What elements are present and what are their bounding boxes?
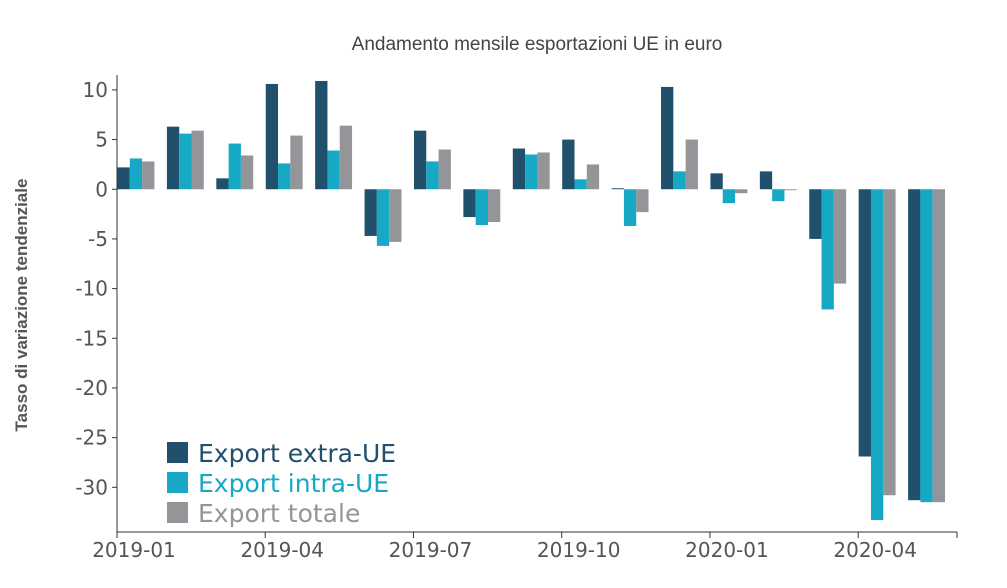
bar-export-totale-2019-02 xyxy=(191,130,204,190)
x-tick-label: 2020-01 xyxy=(685,538,769,562)
legend-label: Export extra-UE xyxy=(198,439,396,468)
bar-export-intra-ue-2020-01 xyxy=(722,189,736,204)
x-tick-label: 2019-04 xyxy=(240,538,324,562)
bar-export-extra-ue-2019-01 xyxy=(117,167,130,190)
bar-export-intra-ue-2019-10 xyxy=(574,179,587,190)
bar-export-extra-ue-2020-02 xyxy=(759,171,773,190)
y-tick-label: -20 xyxy=(75,376,108,400)
bar-export-intra-ue-2019-05 xyxy=(327,150,340,190)
bar-export-totale-2020-02 xyxy=(784,189,797,191)
bar-export-intra-ue-2019-12 xyxy=(673,171,686,190)
bar-export-totale-2019-03 xyxy=(240,155,254,190)
bar-export-totale-2019-01 xyxy=(142,161,155,190)
bar-export-intra-ue-2019-06 xyxy=(376,189,390,246)
y-tick-label: -15 xyxy=(75,326,108,350)
bar-export-totale-2019-05 xyxy=(339,125,353,190)
x-tick-label: 2020-04 xyxy=(833,538,917,562)
y-tick-label: -25 xyxy=(75,426,108,450)
bar-export-intra-ue-2019-04 xyxy=(278,163,291,190)
bar-export-totale-2020-05 xyxy=(932,189,945,503)
bar-export-intra-ue-2019-02 xyxy=(179,133,192,190)
bar-export-extra-ue-2019-04 xyxy=(265,83,279,190)
bar-export-extra-ue-2019-03 xyxy=(216,178,229,190)
x-tick-label: 2019-07 xyxy=(389,538,473,562)
legend-label: Export totale xyxy=(198,499,360,528)
bar-export-totale-2019-08 xyxy=(487,189,501,223)
bar-export-extra-ue-2020-03 xyxy=(809,189,822,239)
bar-export-intra-ue-2020-03 xyxy=(821,189,834,310)
legend-swatch xyxy=(167,472,188,493)
x-axis: 2019-01 2019-04 2019-07 2019-10 2020-01 2020-… xyxy=(92,531,958,562)
y-tick-label: 10 xyxy=(83,78,108,102)
bar-export-totale-2019-10 xyxy=(586,164,600,190)
bar-export-extra-ue-2019-07 xyxy=(413,130,427,190)
bar-export-extra-ue-2020-01 xyxy=(710,173,723,190)
bar-export-extra-ue-2019-06 xyxy=(364,189,377,236)
bar-export-extra-ue-2019-05 xyxy=(315,80,328,190)
y-tick-label: 5 xyxy=(95,128,108,152)
bar-export-intra-ue-2020-02 xyxy=(772,189,785,202)
bar-export-intra-ue-2019-01 xyxy=(129,158,143,190)
bar-export-extra-ue-2020-04 xyxy=(858,189,871,457)
chart-title: Andamento mensile esportazioni UE in eur… xyxy=(352,34,723,55)
y-tick-label: -5 xyxy=(88,227,108,251)
legend-swatch xyxy=(167,502,188,523)
bar-export-totale-2020-03 xyxy=(833,189,847,284)
bar-export-extra-ue-2020-05 xyxy=(908,189,921,501)
bar-export-totale-2019-12 xyxy=(685,139,698,190)
y-tick-label: -30 xyxy=(75,475,108,499)
bar-export-extra-ue-2019-02 xyxy=(166,126,180,190)
bar-export-extra-ue-2019-09 xyxy=(512,148,526,190)
bar-export-extra-ue-2019-08 xyxy=(463,189,476,218)
bar-export-intra-ue-2019-07 xyxy=(426,161,439,190)
bar-export-totale-2019-07 xyxy=(438,149,451,190)
bar-export-totale-2019-04 xyxy=(290,135,303,190)
bar-export-totale-2019-09 xyxy=(537,152,550,190)
bar-export-extra-ue-2019-10 xyxy=(562,139,575,190)
bar-export-intra-ue-2019-08 xyxy=(475,189,488,226)
y-tick-label: 0 xyxy=(95,177,108,201)
bar-export-intra-ue-2019-03 xyxy=(228,143,241,190)
x-tick-label: 2019-10 xyxy=(537,538,621,562)
bar-export-extra-ue-2019-11 xyxy=(611,188,624,190)
bars-group xyxy=(117,80,945,521)
bar-export-intra-ue-2019-09 xyxy=(525,154,538,190)
bar-export-intra-ue-2019-11 xyxy=(623,189,637,227)
bar-export-totale-2020-04 xyxy=(883,189,896,496)
bar-export-totale-2019-06 xyxy=(389,189,402,242)
bar-export-intra-ue-2020-04 xyxy=(870,189,884,521)
y-axis-label: Tasso di variazione tendenziale xyxy=(12,179,31,432)
y-tick-label: -10 xyxy=(75,277,108,301)
legend-label: Export intra-UE xyxy=(198,469,389,498)
y-axis: 10 5 0 -5 -10 -15 -20 -25 -30 xyxy=(75,75,118,532)
bar-export-extra-ue-2019-12 xyxy=(661,86,674,190)
bar-export-totale-2020-01 xyxy=(735,189,748,194)
bar-export-totale-2019-11 xyxy=(636,189,649,213)
legend-swatch xyxy=(167,442,188,463)
x-tick-label: 2019-01 xyxy=(92,538,176,562)
bar-export-intra-ue-2020-05 xyxy=(920,189,933,503)
